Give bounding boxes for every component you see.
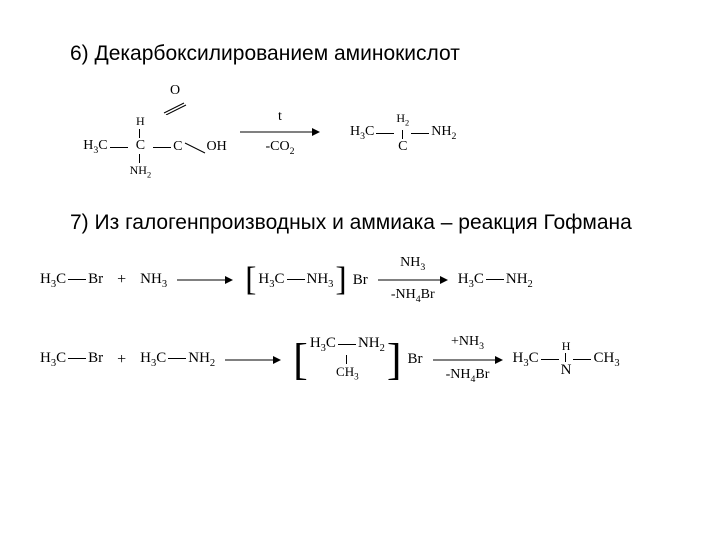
label-o: O [170, 83, 180, 98]
r7-2-intermediate: [ H3CNH2 CH3 ] Br [291, 336, 422, 382]
r7-1-reactant-2: NH3 [140, 271, 167, 290]
reaction-7-row-2: H3CBr + H3CNH2 [ H3CNH2 CH3 ] Br +NH3 -N… [40, 334, 670, 385]
arrow-bot: -CO2 [265, 139, 294, 158]
single-bond-icon [183, 141, 207, 155]
reactant-amino-acid: O H3C H C NH2 [80, 86, 230, 180]
r7-2-int-counter: Br [408, 351, 423, 368]
product-ethylamine: H3C H2 C NH2 [350, 112, 456, 154]
label-nh2: NH2 [130, 164, 152, 180]
r7-1-arrow2-top: NH3 [400, 255, 425, 274]
r7-2-prod-right: CH3 [593, 351, 619, 369]
r7-2-reactant-1: H3CBr [40, 350, 103, 369]
r7-2-int-top: H3CNH2 [310, 336, 385, 354]
r7-2-arrow-2: +NH3 -NH4Br [433, 334, 503, 385]
r7-2-prod-left: H3C [513, 351, 539, 369]
r7-1-arrow2-bot: -NH4Br [391, 287, 435, 306]
label-c-p: C [398, 140, 407, 155]
r7-2-prod-n: N [561, 363, 572, 379]
page: 6) Декарбоксилированием аминокислот O H3… [0, 0, 720, 433]
r7-1-arrow-2: NH3 -NH4Br [378, 255, 448, 306]
section-6-title: 6) Декарбоксилированием аминокислот [70, 40, 670, 68]
double-bond-icon [162, 101, 188, 115]
arrow-top: t [278, 109, 282, 124]
r7-1-int-counter: Br [353, 272, 368, 289]
label-h: H [136, 115, 145, 128]
r7-1-reactant-1: H3CBr [40, 271, 103, 290]
label-h3c-p: H3C [350, 125, 374, 142]
label-c2: C [173, 140, 182, 155]
r7-1-arrow-1 [177, 275, 233, 285]
label-h2-p: H2 [396, 112, 409, 128]
reaction-6-arrow: t -CO2 [240, 109, 320, 157]
r7-2-prod-h: H [562, 340, 571, 353]
plus-icon: + [113, 351, 130, 369]
r7-2-product: H3C H N CH3 [513, 340, 620, 379]
r7-2-arrow2-top: +NH3 [451, 334, 484, 353]
section-7-title: 7) Из галогенпроизводных и аммиака – реа… [70, 209, 670, 237]
r7-1-int-core: H3CNH3 [258, 271, 333, 290]
r7-2-arrow-1 [225, 355, 281, 365]
reaction-6: O H3C H C NH2 [80, 86, 670, 180]
plus-icon: + [113, 271, 130, 289]
label-nh2-p: NH2 [431, 125, 456, 142]
r7-2-reactant-2: H3CNH2 [140, 350, 215, 369]
label-c1: C [136, 139, 145, 154]
r7-1-intermediate: [ H3CNH3 ] Br [243, 263, 368, 297]
r7-1-product: H3CNH2 [458, 271, 533, 290]
label-h3c: H3C [83, 139, 107, 156]
r7-2-arrow2-bot: -NH4Br [446, 367, 490, 386]
label-oh: OH [207, 140, 227, 155]
r7-2-int-bot: CH3 [336, 365, 359, 382]
reaction-7-row-1: H3CBr + NH3 [ H3CNH3 ] Br NH3 -NH4Br H3C… [40, 255, 670, 306]
